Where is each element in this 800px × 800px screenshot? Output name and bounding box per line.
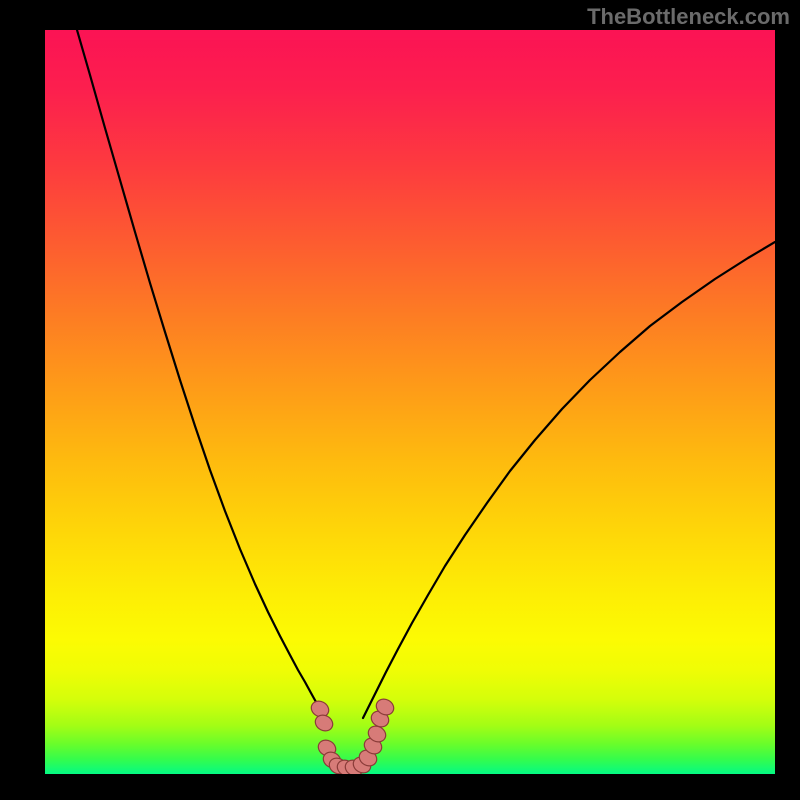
curve-left — [77, 30, 323, 717]
watermark-text: TheBottleneck.com — [587, 4, 790, 30]
chart-overlay — [45, 30, 775, 774]
curve-right — [363, 242, 775, 718]
marker-group — [309, 696, 397, 774]
plot-area — [45, 30, 775, 774]
